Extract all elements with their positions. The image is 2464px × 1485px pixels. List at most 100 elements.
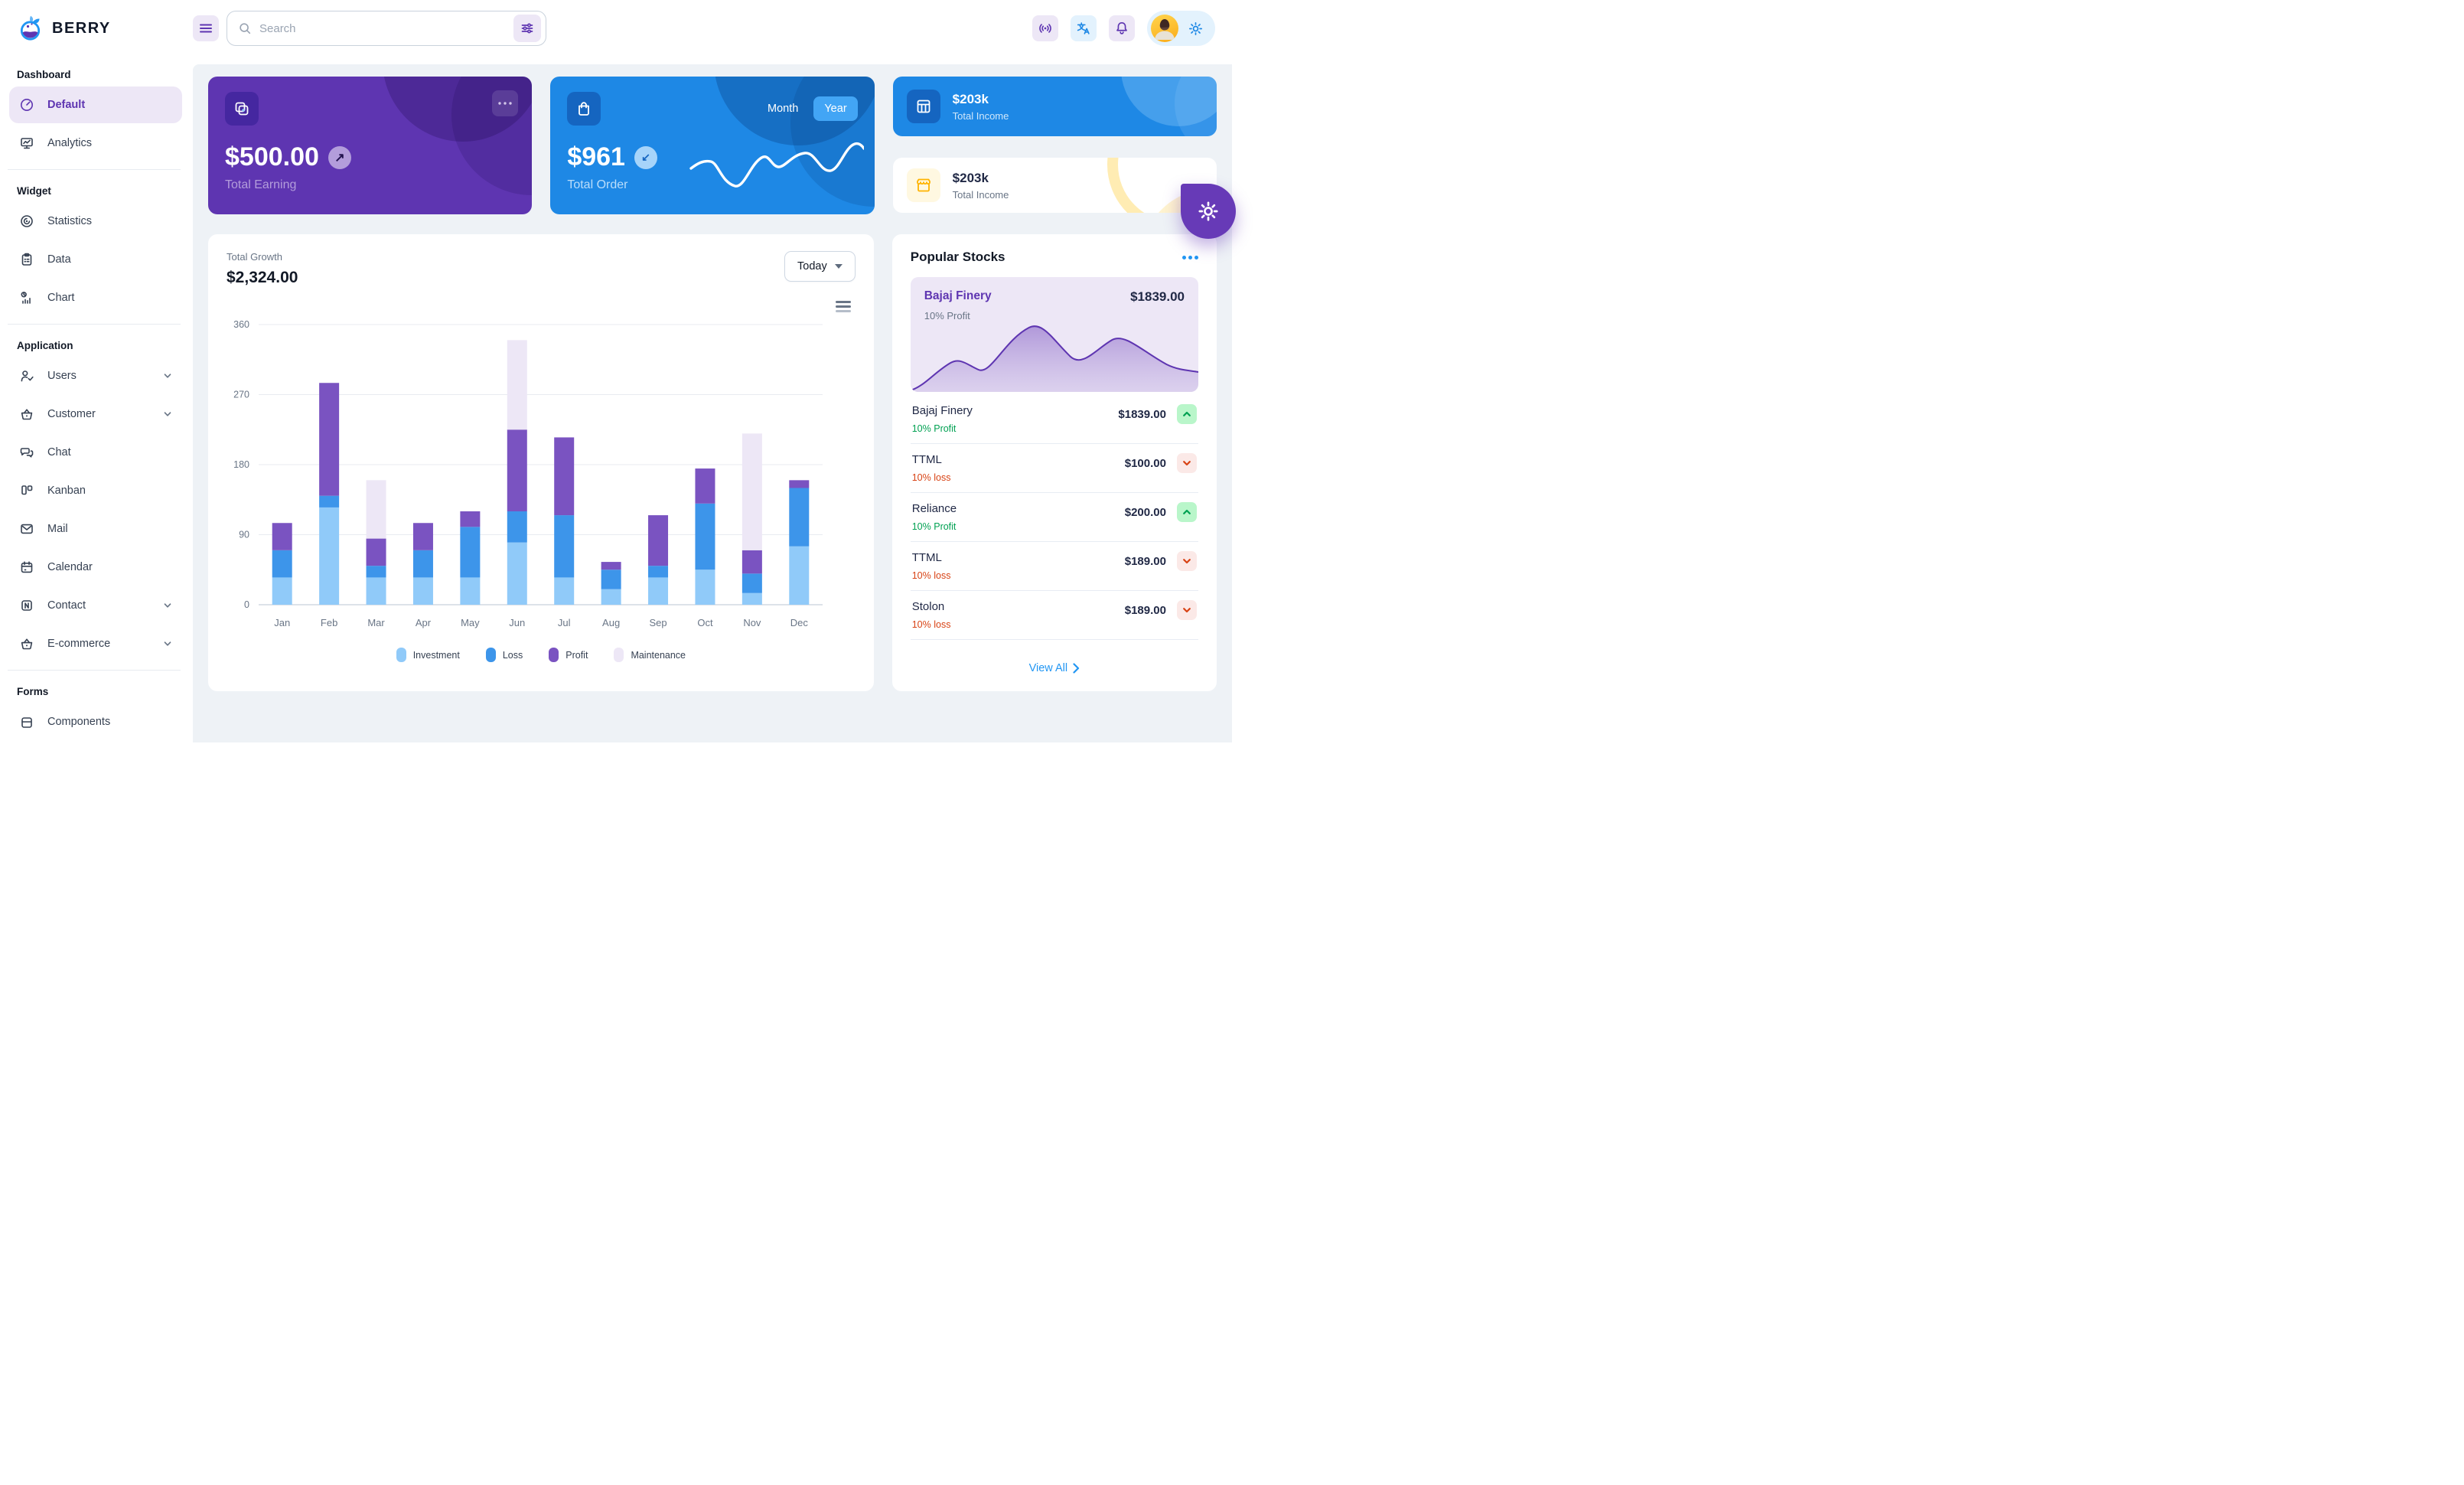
stock-row-stolon[interactable]: Stolon 10% loss $189.00: [910, 591, 1198, 640]
toggle-month-button[interactable]: Month: [768, 103, 799, 115]
svg-text:Jan: Jan: [274, 617, 290, 628]
data-icon: [18, 251, 35, 268]
sidebar-item-analytics[interactable]: Analytics: [9, 125, 182, 162]
sidebar-divider: [8, 324, 181, 325]
stocks-more-menu-button[interactable]: [1181, 255, 1198, 259]
sidebar-item-users[interactable]: Users: [9, 357, 182, 394]
sidebar-item-customer[interactable]: Customer: [9, 396, 182, 432]
sidebar-item-data[interactable]: Data: [9, 241, 182, 278]
sidebar-item-e-commerce[interactable]: E-commerce: [9, 625, 182, 662]
stock-name: Bajaj Finery: [911, 404, 973, 417]
legend-swatch: [485, 648, 496, 662]
search-icon: [238, 21, 252, 35]
customize-settings-fab[interactable]: [1181, 184, 1236, 239]
analytics-icon: [18, 135, 35, 152]
stock-row-reliance[interactable]: Reliance 10% Profit $200.00: [910, 493, 1198, 542]
trend-down-chip[interactable]: [1176, 600, 1197, 620]
chat-icon: [18, 444, 35, 461]
svg-text:Sep: Sep: [649, 617, 667, 628]
stock-name: TTML: [911, 551, 942, 564]
svg-text:Apr: Apr: [416, 617, 432, 628]
stock-change: 10% Profit: [911, 423, 957, 434]
stock-row-ttml[interactable]: TTML 10% loss $100.00: [910, 444, 1198, 493]
main-content: $500.00 ↗ Total Earning Month Year: [193, 64, 1232, 742]
components-icon: [18, 713, 35, 730]
stock-change: 10% loss: [911, 472, 951, 483]
legend-item-profit[interactable]: Profit: [549, 648, 588, 662]
logo[interactable]: BERRY: [0, 14, 193, 43]
language-button[interactable]: [1071, 15, 1097, 41]
stock-change: 10% loss: [911, 570, 951, 581]
sidebar: Dashboard Default Analytics Widget Statistic…: [0, 57, 193, 742]
legend-item-loss[interactable]: Loss: [485, 648, 523, 662]
sidebar-item-chart[interactable]: Chart: [9, 279, 182, 316]
featured-stock-card[interactable]: Bajaj Finery $1839.00 10% Profit: [910, 277, 1198, 392]
stock-row-ttml[interactable]: TTML 10% loss $189.00: [910, 542, 1198, 591]
sidebar-item-components[interactable]: Components: [9, 703, 182, 740]
stock-name: Reliance: [911, 502, 957, 515]
featured-stock-price: $1839.00: [1130, 289, 1185, 304]
legend-item-investment[interactable]: Investment: [396, 648, 460, 662]
chevron-down-icon: [162, 638, 173, 649]
trend-up-arrow-icon[interactable]: ↗: [328, 145, 351, 169]
chart-menu-icon[interactable]: [835, 301, 851, 312]
trend-down-chip[interactable]: [1176, 453, 1197, 473]
chevron-right-icon: [1073, 663, 1080, 674]
total-order-card: Month Year $961 ↙ Total Order: [550, 77, 875, 214]
sidebar-item-contact[interactable]: Contact: [9, 587, 182, 624]
sidebar-divider: [8, 670, 181, 671]
settings-gear-icon: [1187, 20, 1204, 38]
trend-up-chip[interactable]: [1176, 404, 1197, 424]
income-light-amount: $203k: [952, 170, 989, 185]
search-filter-button[interactable]: [513, 15, 541, 42]
stock-price: $100.00: [1124, 456, 1166, 470]
income-blue-amount: $203k: [952, 91, 989, 106]
total-earning-card: $500.00 ↗ Total Earning: [208, 77, 533, 214]
sidebar-item-mail[interactable]: Mail: [9, 511, 182, 547]
stock-name: TTML: [911, 453, 942, 466]
chevron-down-icon: [162, 409, 173, 419]
trend-down-chip[interactable]: [1176, 551, 1197, 571]
view-all-button[interactable]: View All: [911, 652, 1198, 676]
total-order-label: Total Order: [567, 178, 628, 191]
sidebar-item-default[interactable]: Default: [9, 86, 182, 123]
svg-text:Mar: Mar: [367, 617, 385, 628]
legend-label: Loss: [502, 649, 523, 661]
calendar-icon: [18, 559, 35, 576]
chart-icon: [18, 289, 35, 306]
trend-up-chip[interactable]: [1176, 502, 1197, 522]
legend-item-maintenance[interactable]: Maintenance: [614, 648, 686, 662]
sidebar-item-calendar[interactable]: Calendar: [9, 549, 182, 586]
sidebar-item-label: Users: [47, 370, 77, 382]
storefront-icon: [906, 168, 940, 202]
profile-menu-button[interactable]: [1147, 11, 1215, 46]
sidebar-item-chat[interactable]: Chat: [9, 434, 182, 471]
stock-price: $200.00: [1124, 505, 1166, 519]
search-input[interactable]: [259, 21, 513, 35]
featured-stock-area-chart: [910, 325, 1198, 392]
sidebar-item-label: Default: [47, 99, 86, 111]
chart-legend: Investment Loss Profit Maintenance: [227, 648, 856, 662]
legend-swatch: [549, 648, 559, 662]
notifications-button[interactable]: [1109, 15, 1135, 41]
menu-toggle-button[interactable]: [193, 15, 219, 41]
period-select-value: Today: [797, 260, 827, 273]
stock-name: Stolon: [911, 600, 945, 613]
live-customize-button[interactable]: [1032, 15, 1058, 41]
berry-logo-icon: [17, 14, 44, 43]
toggle-year-button[interactable]: Year: [813, 96, 858, 121]
sidebar-item-statistics[interactable]: Statistics: [9, 203, 182, 240]
sidebar-item-label: Components: [47, 716, 111, 728]
earning-more-menu-button[interactable]: [492, 90, 519, 116]
sidebar-divider: [8, 169, 181, 170]
sidebar-item-kanban[interactable]: Kanban: [9, 472, 182, 509]
growth-value: $2,324.00: [227, 269, 298, 286]
search-bar: [227, 11, 546, 46]
chevron-down-icon: [162, 600, 173, 611]
trend-down-arrow-icon[interactable]: ↙: [634, 145, 657, 169]
svg-text:360: 360: [233, 319, 249, 330]
legend-swatch: [614, 648, 624, 662]
stock-row-bajaj-finery[interactable]: Bajaj Finery 10% Profit $1839.00: [910, 395, 1198, 444]
period-select[interactable]: Today: [784, 251, 856, 282]
bell-icon: [1113, 20, 1130, 37]
